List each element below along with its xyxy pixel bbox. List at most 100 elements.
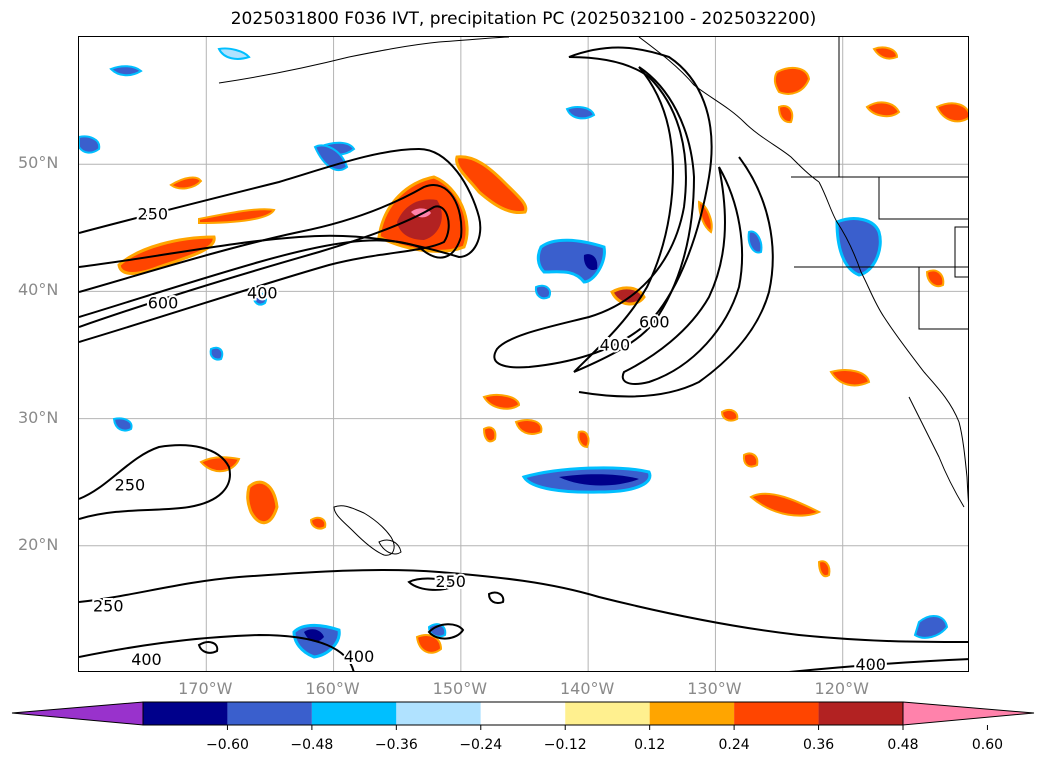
ivt-contour-250	[79, 444, 231, 520]
hawaii-island	[378, 539, 402, 555]
longitude-label: 160°W	[305, 679, 360, 698]
ivt-contour-400	[79, 633, 355, 671]
ivt-contour-600	[621, 166, 744, 385]
latitude-label: 40°N	[18, 280, 59, 300]
precip-positive-blob	[749, 492, 822, 517]
precip-negative-blob	[217, 47, 251, 60]
colorbar-tick-label: −0.60	[205, 737, 249, 753]
baja-coastline	[908, 396, 965, 508]
ivt-contour-label: 400	[247, 283, 278, 302]
colorbar-extend-high	[902, 701, 1035, 726]
map-panel[interactable]: 250 600 400 400 600 250 250 250 400 400 400	[78, 36, 969, 672]
canada-coastline	[818, 181, 968, 503]
longitude-label: 170°W	[178, 679, 233, 698]
alaska-coastline	[218, 37, 510, 84]
precip-negative-core	[559, 474, 639, 486]
colorbar-segment	[649, 702, 735, 725]
colorbar-tick-label: −0.24	[459, 737, 503, 753]
ivt-contour-label: 400	[344, 647, 375, 666]
colorbar-segment	[480, 702, 566, 725]
ivt-contour-400	[79, 184, 463, 318]
precip-positive-blob	[935, 102, 968, 123]
latitude-label: 30°N	[18, 407, 59, 427]
ivt-contour-250	[493, 46, 713, 369]
ivt-contour-250	[79, 568, 968, 643]
precip-positive-blob	[514, 419, 543, 435]
colorbar-tick-label: −0.48	[290, 737, 334, 753]
precip-negative-core	[583, 254, 598, 271]
ivt-contour-labels: 250 600 400 400 600 250 250 250 400 400 400	[91, 203, 888, 672]
colorbar-segment	[227, 702, 312, 725]
colorbar-tick-label: 0.12	[634, 737, 666, 753]
precip-negative-blob	[565, 106, 596, 120]
ivt-contour-label: 400	[855, 655, 886, 672]
ivt-contour-small	[487, 591, 505, 604]
precip-positive-blob	[720, 409, 739, 422]
colorbar-tick-label: 0.60	[971, 737, 1004, 753]
colorbar	[11, 701, 1035, 730]
ivt-contour-250	[79, 147, 482, 268]
longitude-label: 130°W	[687, 679, 742, 698]
state-border	[954, 226, 968, 278]
precip-positive-blob	[925, 269, 945, 288]
colorbar-segment	[565, 702, 650, 725]
ivt-contour-400	[789, 658, 968, 671]
ivt-contour-label: 250	[435, 572, 466, 591]
precip-positive-blob	[309, 516, 327, 530]
precip-negative-blob	[209, 346, 224, 361]
longitude-label: 140°W	[559, 679, 615, 698]
precip-positive-blob	[415, 634, 443, 654]
ivt-contour-small	[427, 623, 465, 640]
colorbar-tick-label: −0.36	[374, 737, 418, 753]
coastlines	[218, 37, 968, 556]
colorbar-tick-label: 0.24	[718, 737, 750, 753]
precip-positive-blob	[817, 560, 831, 578]
precip-negative-blob	[109, 65, 143, 77]
ivt-contour-small	[407, 577, 456, 591]
map-canvas[interactable]: 250 600 400 400 600 250 250 250 400 400 400	[79, 37, 969, 672]
precip-positive-blob	[482, 394, 521, 410]
longitude-label: 120°W	[814, 679, 869, 698]
precipitation-shading	[79, 46, 968, 659]
latitude-label: 50°N	[18, 153, 59, 173]
ivt-contour-label: 250	[115, 476, 146, 495]
precip-positive-blob	[246, 480, 279, 525]
precip-negative-blob	[536, 238, 606, 284]
ivt-contour-label: 600	[639, 313, 670, 332]
map-title: 2025031800 F036 IVT, precipitation PC (2…	[230, 9, 817, 29]
colorbar-segment	[143, 702, 228, 725]
precip-positive-blob	[117, 235, 216, 275]
precip-negative-blob	[835, 217, 882, 277]
precip-negative-blob	[747, 230, 763, 254]
precip-negative-blob	[534, 284, 551, 300]
colorbar-tick-label: 0.48	[887, 737, 919, 753]
longitude-label: 150°W	[432, 679, 488, 698]
precip-positive-blob	[865, 101, 901, 118]
precip-negative-blob	[252, 292, 267, 306]
precip-positive-blob	[482, 426, 497, 443]
ivt-contour-label: 250	[93, 596, 124, 615]
ivt-contours	[79, 46, 968, 671]
ivt-contour-label: 600	[148, 294, 179, 313]
colorbar-segment	[396, 702, 481, 725]
ivt-contour-label: 400	[131, 650, 162, 669]
precip-positive-blob	[777, 105, 794, 124]
colorbar-segment	[311, 702, 397, 725]
precip-positive-blob	[577, 430, 590, 449]
ivt-contour-label: 250	[138, 205, 169, 224]
ivt-contour-label: 400	[600, 336, 631, 355]
hawaii-island	[333, 505, 395, 556]
colorbar-extend-low	[11, 701, 144, 726]
precip-positive-blob	[169, 176, 203, 190]
precip-positive-blob	[742, 452, 759, 468]
state-border	[918, 267, 968, 330]
precip-positive-blob	[198, 208, 276, 225]
precip-positive-blob	[773, 66, 811, 95]
precip-negative-blob	[79, 135, 101, 154]
ivt-contour-600	[79, 205, 450, 343]
precip-positive-blob	[872, 46, 899, 60]
latitude-label: 20°N	[18, 534, 59, 554]
alaska-coastline	[638, 37, 820, 183]
precip-negative-blob	[913, 615, 949, 639]
colorbar-tick-label: −0.12	[543, 737, 587, 753]
